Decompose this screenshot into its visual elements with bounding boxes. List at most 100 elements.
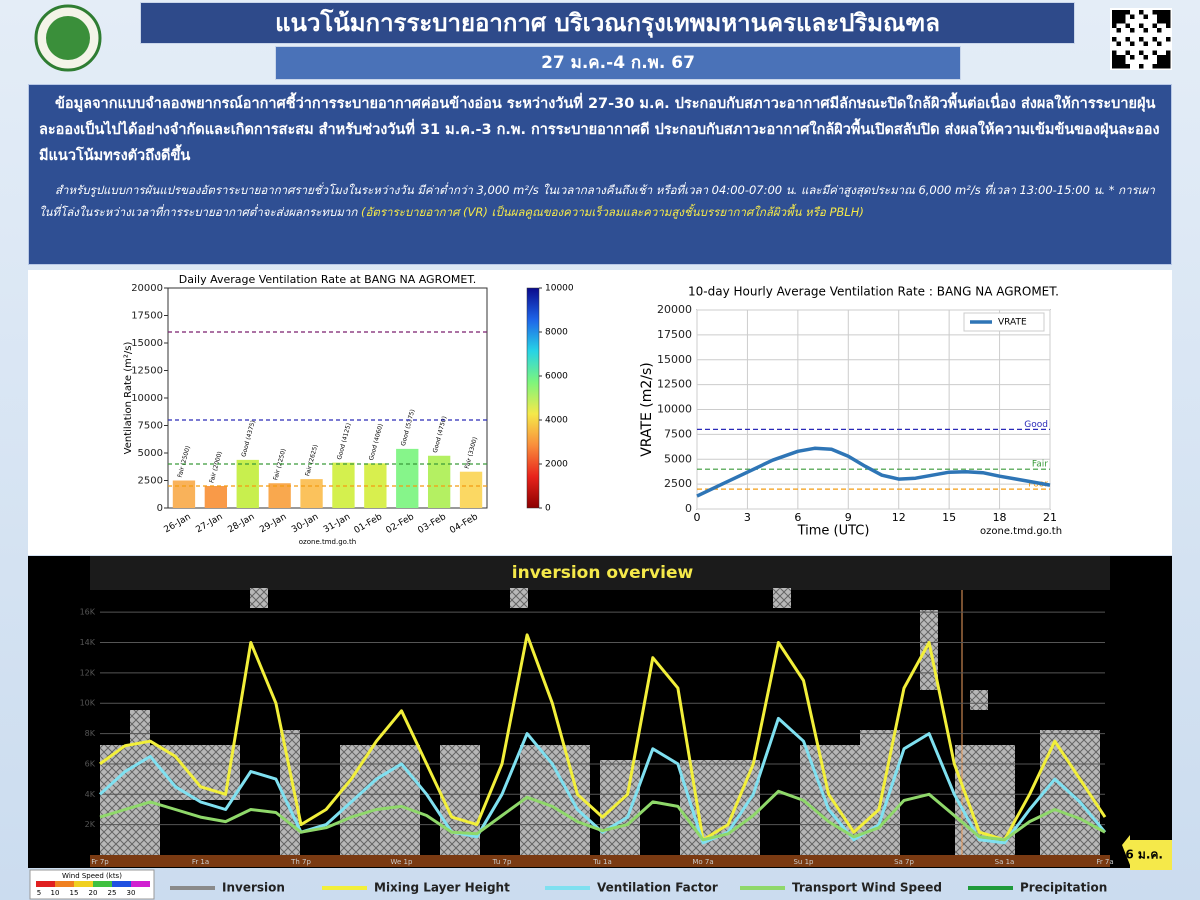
y-tick-label: 2500	[664, 477, 692, 490]
date: 27 ม.ค.-4 ก.พ. 67	[275, 46, 961, 80]
legend-box	[963, 312, 1045, 332]
y-tick-label: 5000	[664, 452, 692, 465]
x-tick-label: Sa 1a	[995, 858, 1015, 866]
legend-label: Ventilation Factor	[597, 881, 718, 895]
colorbar-tick-label: 8000	[545, 328, 568, 338]
y-tick-label: 15000	[657, 353, 692, 366]
y-tick-label: 2500	[138, 476, 163, 487]
colorbar	[526, 287, 540, 509]
x-tick-label: 3	[744, 511, 751, 524]
wind-tick-label: 20	[89, 889, 98, 897]
bar	[204, 486, 228, 508]
series-line	[696, 446, 1051, 498]
y-tick-label: 8K	[85, 729, 96, 738]
legend-label: VRATE	[998, 318, 1027, 328]
y-tick-label: 6K	[85, 759, 96, 768]
x-tick-label: 0	[694, 511, 701, 524]
wind-color	[112, 881, 131, 887]
wind-color	[36, 881, 55, 887]
colorbar-tick-label: 6000	[545, 372, 568, 382]
y-tick-label: 20000	[657, 303, 692, 316]
y-tick-label: 10K	[80, 699, 96, 708]
series-line	[98, 716, 1107, 845]
y-tick-label: 14K	[80, 638, 96, 647]
start-label: 26 ม.ค.	[1117, 848, 1163, 862]
y-tick-label: 15000	[131, 338, 163, 349]
series-line	[99, 633, 1107, 842]
x-tick-label: 15	[942, 511, 956, 524]
y-tick-label: 0	[685, 502, 692, 515]
wind-tick-label: 15	[70, 889, 79, 897]
x-tick-label: Fr 7p	[91, 858, 109, 866]
y-tick-label: 4K	[85, 790, 96, 799]
wind-legend-title: Wind Speed (kts)	[62, 872, 122, 880]
detail-paragraph: สำหรับรูปแบบการผันแปรของอัตราระบายอากาศร…	[39, 179, 1161, 223]
x-tick-label: 18	[993, 511, 1007, 524]
inversion-title-bar	[90, 556, 1110, 590]
source-label: ozone.tmd.go.th	[980, 526, 1062, 537]
bar	[300, 479, 323, 508]
bar	[459, 471, 483, 508]
x-tick-label: 21	[1043, 511, 1057, 524]
bar	[332, 462, 355, 508]
bar	[172, 480, 196, 508]
chart-title: inversion overview	[512, 563, 694, 583]
y-tick-label: 0	[157, 503, 163, 514]
x-tick-label: 12	[892, 511, 906, 524]
logo-emblem	[46, 16, 90, 60]
wind-tick-label: 5	[37, 889, 41, 897]
x-tick-label: Tu 1a	[592, 858, 612, 866]
reference-label: Fair	[1032, 460, 1048, 470]
y-tick-label: 10000	[657, 403, 692, 416]
wind-color	[131, 881, 150, 887]
y-tick-label: 17500	[131, 311, 163, 322]
bar	[268, 483, 291, 508]
y-tick-label: 10000	[131, 393, 163, 404]
chart-title: Daily Average Ventilation Rate at BANG N…	[179, 273, 477, 286]
y-tick-label: 17500	[657, 328, 692, 341]
colorbar-tick-label: 2000	[545, 460, 568, 470]
qr-pattern	[1112, 10, 1171, 69]
wind-tick-label: 10	[51, 889, 60, 897]
chart-title: 10-day Hourly Average Ventilation Rate :…	[688, 285, 1059, 299]
wind-tick-label: 30	[127, 889, 136, 897]
colorbar-tick-label: 4000	[545, 416, 568, 426]
colorbar-tick-label: 10000	[545, 284, 574, 294]
wind-color	[93, 881, 112, 887]
x-axis-label: Time (UTC)	[797, 524, 870, 539]
y-axis-label: Ventilation Rate (m²/s)	[123, 342, 134, 455]
bar	[396, 448, 419, 508]
x-tick-label: Sa 7p	[894, 858, 914, 866]
wind-color	[74, 881, 93, 887]
bar	[364, 463, 387, 508]
wind-color	[55, 881, 74, 887]
bar	[236, 459, 259, 508]
x-tick-label: We 1p	[391, 858, 413, 866]
start-arrow	[1122, 835, 1172, 870]
legend-label: Mixing Layer Height	[374, 881, 510, 895]
legend-label: Transport Wind Speed	[792, 881, 942, 895]
reference-label: Good	[1024, 420, 1048, 430]
summary-box: ข้อมูลจากแบบจำลองพยากรณ์อากาศชี้ว่าการระ…	[28, 84, 1172, 265]
summary-paragraph: ข้อมูลจากแบบจำลองพยากรณ์อากาศชี้ว่าการระ…	[39, 96, 1160, 164]
y-axis-label: VRATE (m2/s)	[639, 362, 655, 457]
y-tick-label: 12500	[131, 366, 163, 377]
source-label: ozone.tmd.go.th	[299, 538, 356, 546]
x-tick-label: Fr 1a	[192, 858, 209, 866]
detail-text: สำหรับรูปแบบการผันแปรของอัตราระบายอากาศร…	[39, 183, 1155, 219]
y-tick-label: 16K	[80, 608, 96, 617]
y-tick-label: 7500	[664, 427, 692, 440]
y-tick-label: 2K	[85, 820, 96, 829]
x-tick-label: Tu 7p	[492, 858, 512, 866]
x-tick-label: Fr 7a	[1096, 858, 1113, 866]
detail-note: (อัตราระบายอากาศ (VR) เป็นผลคูณของความเร…	[360, 205, 864, 219]
x-tick-label: Th 7p	[290, 858, 311, 866]
x-tick-label: 6	[794, 511, 801, 524]
x-tick-label: Su 1p	[793, 858, 814, 866]
y-tick-label: 20000	[131, 283, 163, 294]
y-tick-label: 12K	[80, 668, 96, 677]
title: แนวโน้มการระบายอากาศ บริเวณกรุงเทพมหานคร…	[140, 2, 1075, 44]
x-tick-label: Mo 7a	[692, 858, 713, 866]
colorbar-tick-label: 0	[545, 504, 551, 514]
y-tick-label: 7500	[138, 421, 163, 432]
